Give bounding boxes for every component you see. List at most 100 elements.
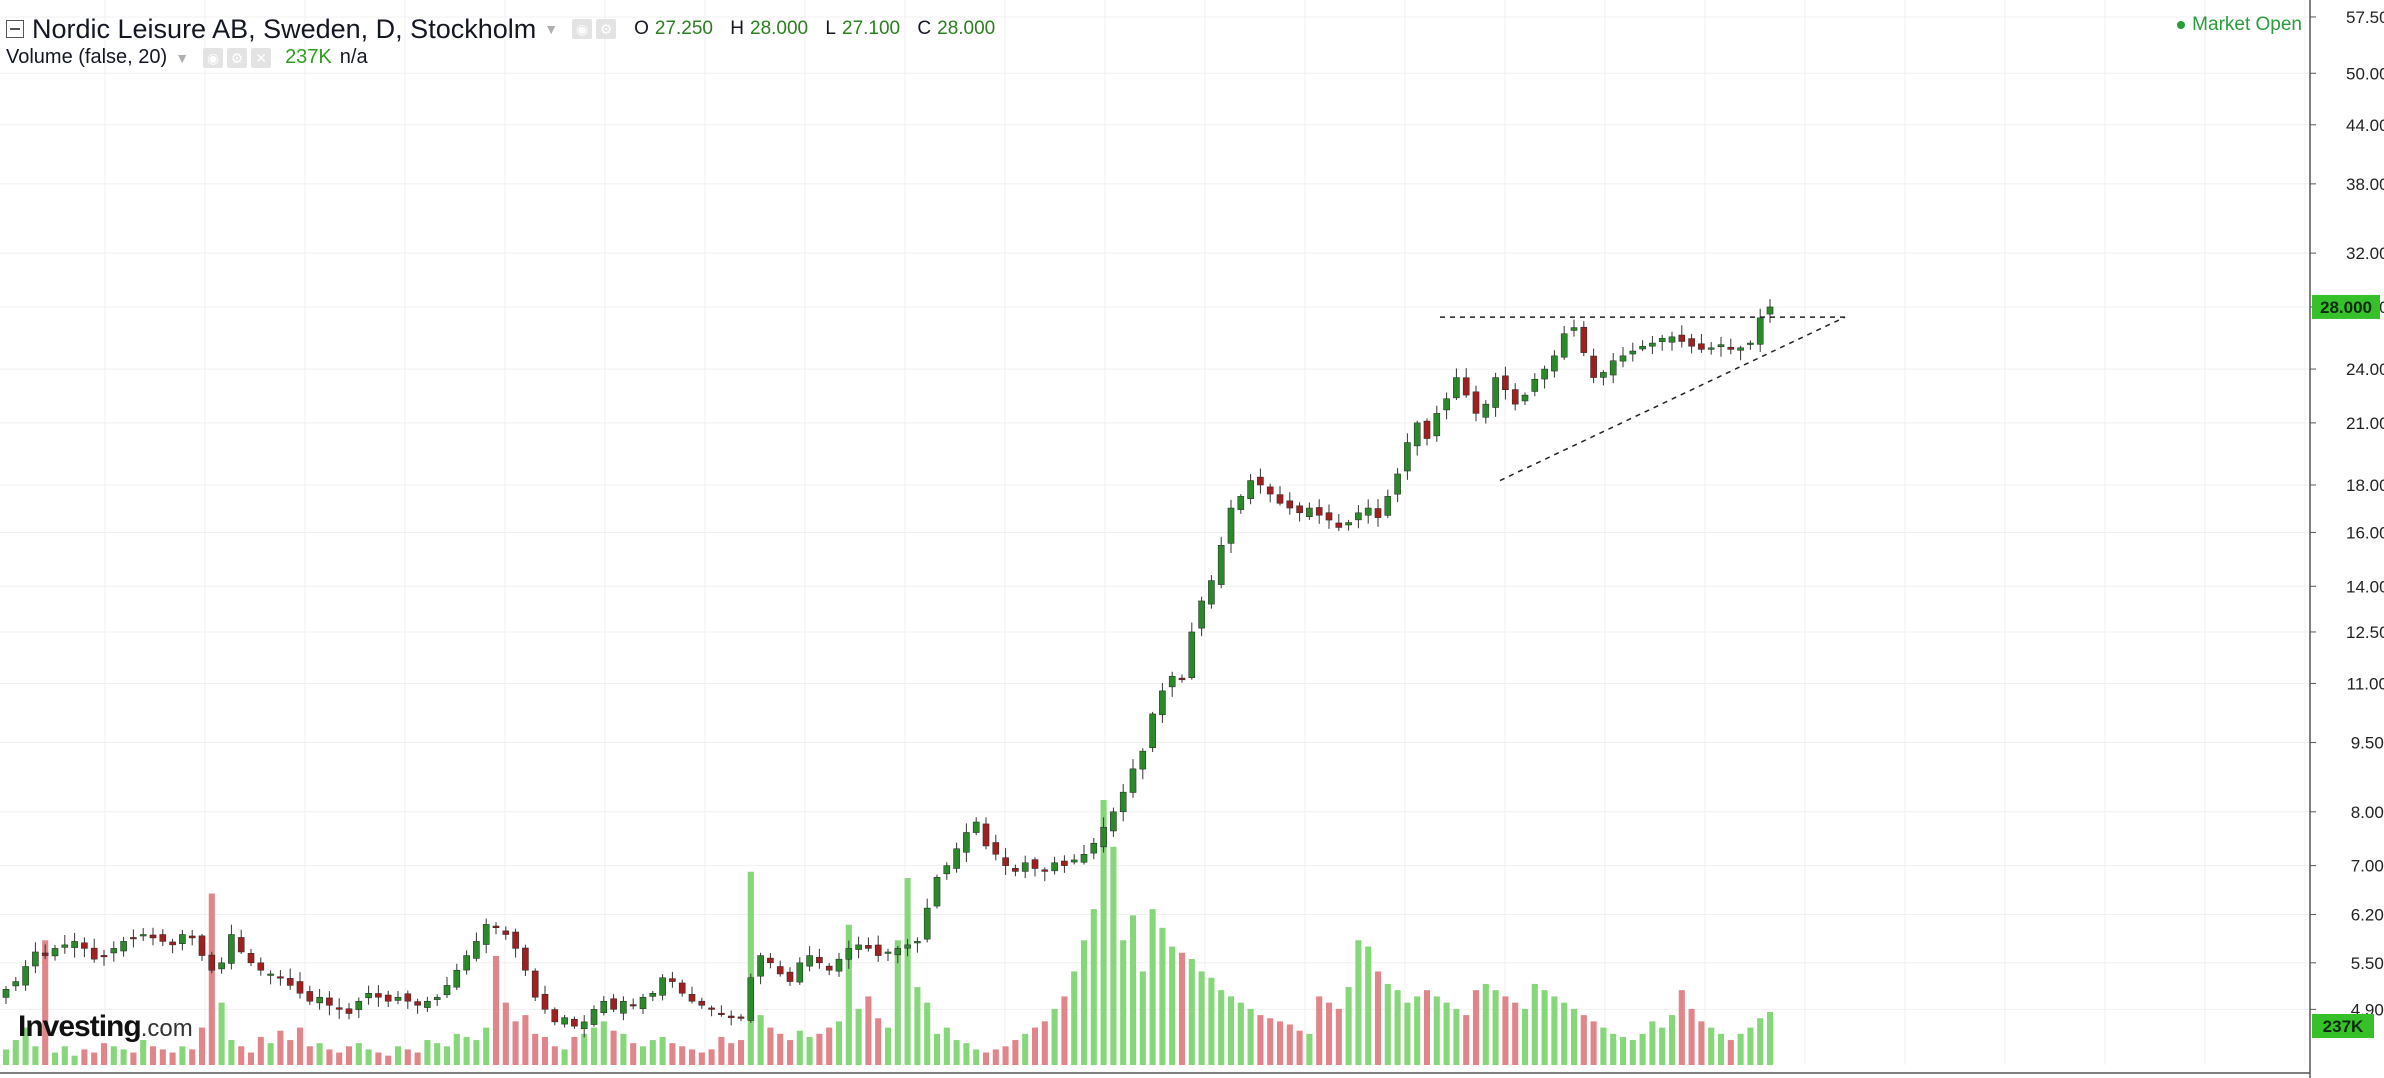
candle-body <box>1364 507 1372 516</box>
candle-body <box>1031 859 1039 869</box>
volume-bar <box>1453 1008 1460 1065</box>
candle-body <box>384 994 392 1002</box>
collapse-icon[interactable] <box>6 20 24 38</box>
candle-body <box>1629 350 1637 355</box>
candle-body <box>1541 368 1548 380</box>
volume-bar <box>1306 1033 1313 1065</box>
y-tick-label: 5.500 <box>2351 954 2384 973</box>
candle-body <box>1110 811 1117 832</box>
candle-body <box>1511 389 1519 405</box>
eye-icon[interactable]: ◉ <box>572 19 593 39</box>
candle-body <box>1492 377 1499 408</box>
volume-bar <box>933 1033 941 1065</box>
volume-bar <box>630 1043 637 1065</box>
candle-body <box>110 948 118 954</box>
volume-bar <box>32 1046 39 1065</box>
candle-body <box>1404 442 1411 472</box>
volume-bar <box>51 1052 59 1065</box>
volume-bar <box>1188 959 1195 1065</box>
volume-bar <box>1237 1002 1244 1065</box>
dropdown-arrow-icon[interactable]: ▼ <box>544 21 559 37</box>
candle-body <box>433 996 441 1000</box>
volume-bar <box>404 1049 411 1065</box>
volume-bar <box>91 1052 98 1065</box>
volume-bar <box>1727 1040 1734 1065</box>
volume-bar <box>1257 1015 1264 1065</box>
candle-body <box>600 1000 608 1013</box>
last-volume-badge <box>2312 1014 2374 1038</box>
volume-bar <box>424 1040 431 1065</box>
volume-bar <box>1080 940 1088 1065</box>
volume-bar <box>1472 990 1480 1065</box>
volume-bar <box>257 1036 264 1065</box>
candle-body <box>561 1017 568 1025</box>
logo-suffix: .com <box>140 1015 193 1042</box>
volume-bar <box>1610 1033 1617 1065</box>
candle-body <box>757 955 764 977</box>
investing-logo[interactable]: Investing.com <box>18 1010 193 1044</box>
candle-body <box>1276 494 1284 504</box>
volume-bar <box>865 996 872 1065</box>
settings-icon[interactable]: ⚙ <box>596 19 617 39</box>
volume-bar <box>228 1040 235 1065</box>
volume-bar <box>639 1046 647 1065</box>
volume-bar <box>1365 946 1372 1065</box>
volume-bar <box>443 1046 451 1065</box>
volume-bar <box>1629 1040 1636 1065</box>
candle-body <box>100 955 108 958</box>
volume-bar <box>1512 1002 1519 1065</box>
volume-bar <box>757 1015 764 1065</box>
candle-body <box>228 934 235 964</box>
y-tick-label: 11.000 <box>2347 674 2384 693</box>
candle-body <box>1374 508 1382 518</box>
volume-value: 237K <box>285 46 332 68</box>
candle-body <box>1090 842 1098 854</box>
volume-bar <box>1619 1036 1627 1065</box>
candle-body <box>1707 347 1715 350</box>
candle-body <box>1129 768 1137 793</box>
candle-body <box>845 948 853 960</box>
candle-body <box>188 935 196 939</box>
high-value: 28.000 <box>750 18 809 39</box>
instrument-title[interactable]: Nordic Leisure AB, Sweden, D, Stockholm <box>32 13 537 44</box>
volume-bar <box>1580 1015 1587 1065</box>
candle-body <box>90 947 98 960</box>
candle-body <box>747 977 755 1021</box>
volume-bar <box>1384 983 1391 1065</box>
volume-bar <box>1316 996 1323 1065</box>
candle-body <box>1472 391 1480 414</box>
candle-body <box>139 934 147 937</box>
candle-body <box>335 1007 343 1010</box>
candle-body <box>208 954 216 971</box>
volume-bar <box>394 1046 402 1065</box>
candle-body <box>1688 338 1695 347</box>
candle-body <box>1306 507 1313 517</box>
candle-body <box>1639 345 1646 350</box>
eye-icon[interactable]: ◉ <box>203 47 224 68</box>
candle-body <box>1061 860 1068 866</box>
candle-body <box>237 937 245 953</box>
y-tick-label: 14.000 <box>2346 577 2384 596</box>
candle-body <box>855 944 862 950</box>
volume-bar <box>1090 909 1097 1065</box>
dropdown-arrow-icon[interactable]: ▼ <box>175 49 190 66</box>
volume-bar <box>649 1040 656 1065</box>
low-key: L <box>825 18 836 39</box>
candle-body <box>1678 334 1686 342</box>
candle-body <box>649 992 657 997</box>
candle-body <box>953 848 960 869</box>
candle-body <box>914 941 921 944</box>
volume-bars <box>2 800 1774 1065</box>
candle-body <box>130 937 137 940</box>
close-icon[interactable]: ✕ <box>251 47 272 68</box>
volume-bar <box>835 1021 843 1065</box>
volume-bar <box>1149 909 1156 1065</box>
volume-bar <box>884 1027 892 1065</box>
settings-icon[interactable]: ⚙ <box>227 47 248 68</box>
volume-label[interactable]: Volume (false, 20) <box>6 46 168 68</box>
y-tick-label: 18.000 <box>2346 476 2384 495</box>
volume-bar <box>590 1027 598 1065</box>
volume-bar <box>718 1036 725 1065</box>
price-axis[interactable]: 57.500 50.000 44.000 38.000 32.000 28.000 24.0… <box>2309 0 2384 1078</box>
